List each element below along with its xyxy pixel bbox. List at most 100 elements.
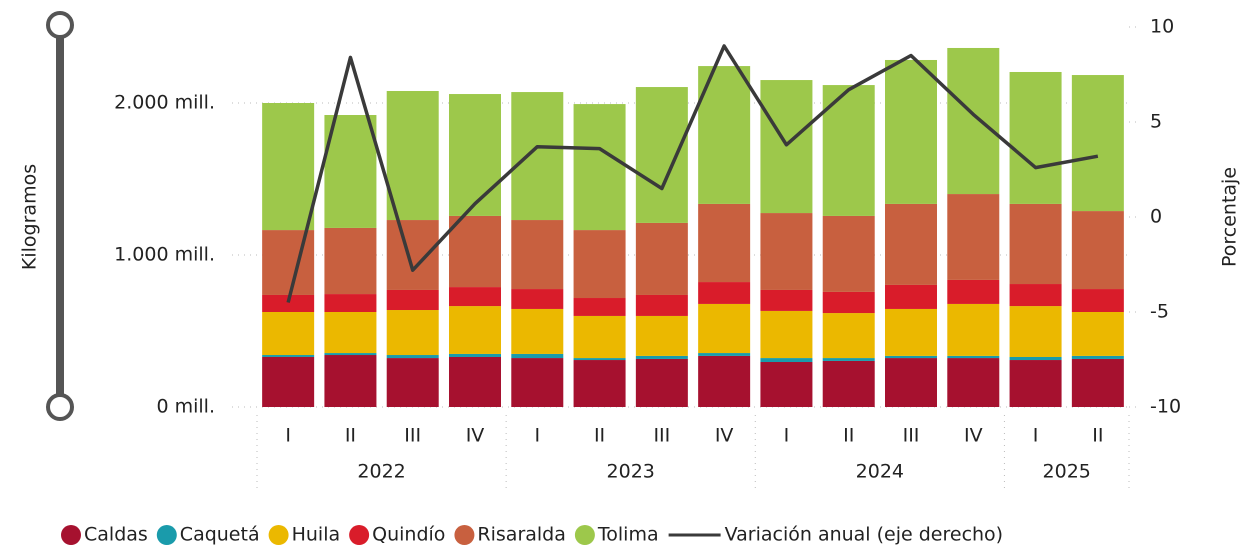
bar-segment [635, 87, 688, 223]
x-group-label: 2025 [1043, 461, 1091, 483]
bar-segment [449, 287, 501, 307]
x-tick-label: IV [715, 425, 734, 447]
bar-segment [1009, 356, 1062, 361]
bar-segment [262, 355, 315, 357]
bar-segment [635, 355, 688, 359]
x-tick-label: II [345, 425, 356, 447]
y-tick-label: 2.000 mill. [114, 92, 215, 114]
x-tick-label: II [1092, 425, 1103, 447]
line-series [286, 44, 1099, 303]
bar-segment [324, 355, 377, 407]
bar-segment [324, 312, 377, 354]
bar-segment [698, 282, 751, 304]
bar-segment [449, 94, 501, 216]
legend-label: Huila [292, 524, 341, 546]
bar-segment [511, 220, 564, 290]
bar-segment [573, 315, 626, 359]
bar-segment [885, 358, 937, 407]
bar-segment [573, 104, 626, 231]
y2-tick-label: 10 [1150, 16, 1174, 38]
y2-axis-label: Porcentaje [1219, 167, 1241, 267]
bar-segment [947, 358, 1000, 407]
bar-segment [822, 291, 875, 314]
bar-segment [760, 213, 813, 290]
bar-segment [822, 215, 875, 292]
bar-segment [947, 355, 1000, 359]
x-group-label: 2023 [607, 461, 655, 483]
bar-segment [573, 360, 626, 407]
y-tick-label: 1.000 mill. [114, 244, 215, 266]
bar-segment [573, 298, 626, 316]
axis-knob [46, 393, 74, 421]
bar-segment [1009, 71, 1062, 204]
bar-segment [698, 355, 751, 407]
bar-segment [511, 353, 564, 359]
bar-segment [1009, 284, 1062, 307]
x-tick-label: III [653, 425, 670, 447]
bar-segment [760, 362, 813, 407]
bar-segment [1071, 358, 1124, 407]
legend-swatch [268, 525, 289, 545]
x-tick-label: I [784, 425, 790, 447]
bar-segment [386, 355, 439, 359]
bar-segment [635, 358, 688, 407]
legend-swatch [574, 525, 595, 545]
legend-label: Caquetá [180, 524, 260, 546]
y-axis-label: Kilogramos [19, 164, 41, 270]
bar-segment [262, 356, 315, 407]
bar-segment [1071, 355, 1124, 359]
bar-segment [511, 289, 564, 309]
bar-segment [1071, 312, 1124, 356]
bar-segment [635, 294, 688, 316]
bar-segment [511, 358, 564, 407]
y2-tick-label: 5 [1150, 111, 1162, 133]
legend-label: Variación anual (eje derecho) [725, 524, 1004, 546]
bar-segment [386, 289, 439, 311]
bar-segment [324, 353, 377, 356]
legend-label: Risaralda [477, 524, 565, 546]
axis-knob [46, 11, 74, 39]
x-tick-label: I [534, 425, 540, 447]
x-tick-label: I [1033, 425, 1039, 447]
x-tick-label: I [285, 425, 291, 447]
x-group-label: 2024 [856, 461, 904, 483]
bar-segment [822, 358, 875, 361]
bar-segment [822, 360, 875, 407]
bar-segment [511, 308, 564, 354]
x-tick-label: IV [466, 425, 485, 447]
legend-label: Caldas [84, 524, 148, 546]
bar-segment [449, 215, 501, 288]
bar-segment [698, 303, 751, 354]
bar-segment [1009, 203, 1062, 285]
bar-segment [386, 90, 439, 221]
legend-swatch [349, 525, 370, 545]
bar-segment [885, 355, 937, 359]
bar-segment [449, 306, 501, 354]
bar-segment [885, 59, 937, 204]
bar-segment [386, 220, 439, 290]
bar-segment [1009, 360, 1062, 407]
bar-segment [449, 353, 501, 357]
x-tick-label: III [903, 425, 920, 447]
bar-segment [760, 358, 813, 363]
bar-segment [262, 312, 315, 356]
bar-segment [262, 294, 315, 312]
legend-swatch [156, 525, 177, 545]
bar-segment [885, 203, 937, 285]
bar-segment [947, 279, 1000, 304]
x-tick-label: II [843, 425, 854, 447]
bar-segment [947, 303, 1000, 356]
bar-segment [324, 115, 377, 228]
bar-segment [324, 294, 377, 312]
bar-segment [386, 358, 439, 407]
x-tick-label: IV [964, 425, 983, 447]
bar-segment [635, 222, 688, 295]
bar-segment [324, 227, 377, 295]
bar-segment [1071, 211, 1124, 290]
legend-swatch [454, 525, 475, 545]
bar-segment [635, 315, 688, 356]
legend-label: Quindío [372, 524, 445, 546]
bar-segment [947, 47, 1000, 195]
legend-swatch [61, 525, 81, 545]
bar-segment [386, 310, 439, 356]
